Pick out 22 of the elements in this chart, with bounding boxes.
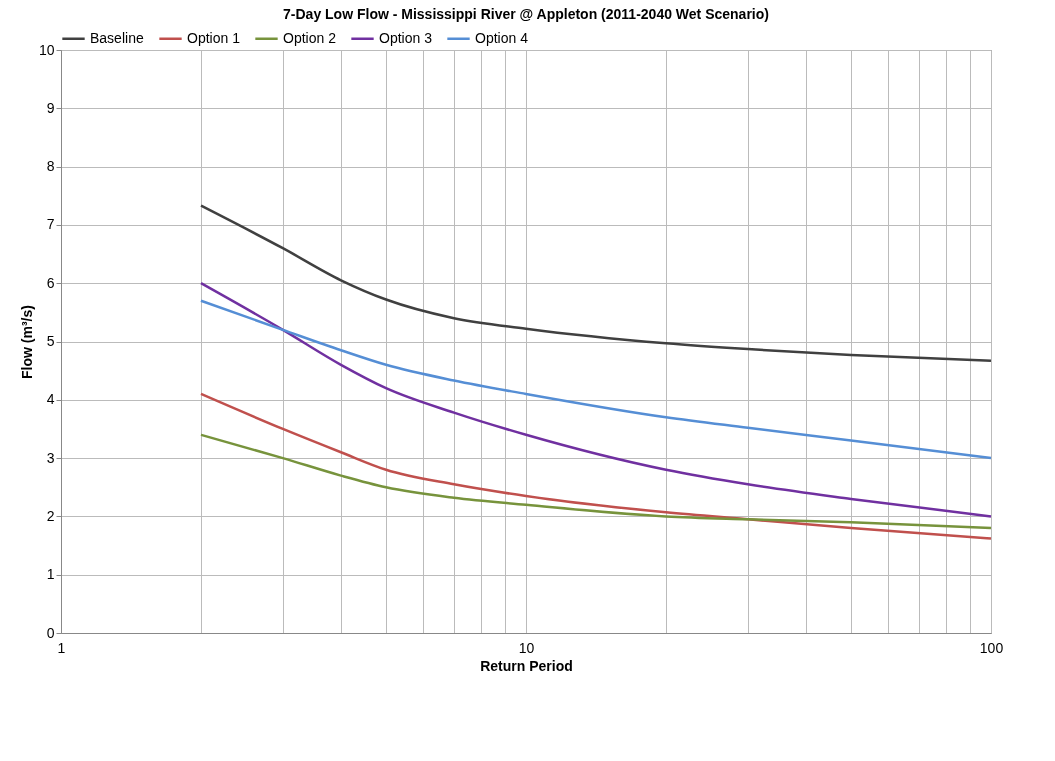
chart-title: 7-Day Low Flow - Mississippi River @ Appleton (2011-2040 Wet Scenario)	[283, 6, 769, 22]
legend-label: Baseline	[90, 29, 144, 46]
x-tick-label: 10	[518, 639, 535, 656]
y-tick-label: 7	[46, 216, 55, 233]
legend-label: Option 3	[379, 29, 433, 46]
y-axis-title: Flow (m³/s)	[18, 305, 35, 379]
y-tick-label: 8	[46, 158, 55, 175]
y-tick-label: 10	[38, 41, 55, 58]
y-tick-label: 0	[46, 624, 55, 641]
y-tick-label: 2	[46, 507, 55, 524]
y-tick-label: 1	[46, 566, 55, 583]
y-tick-label: 5	[46, 333, 55, 349]
y-tick-label: 6	[46, 274, 55, 291]
legend-label: Option 1	[187, 29, 241, 46]
legend-label: Option 4	[475, 29, 529, 46]
y-tick-label: 3	[46, 449, 55, 466]
legend-label: Option 2	[283, 29, 337, 46]
x-tick-label: 1	[57, 639, 66, 656]
y-tick-label: 4	[46, 391, 55, 408]
y-tick-label: 9	[46, 99, 55, 116]
x-axis-title: Return Period	[480, 657, 573, 674]
x-tick-label: 100	[979, 639, 1004, 656]
